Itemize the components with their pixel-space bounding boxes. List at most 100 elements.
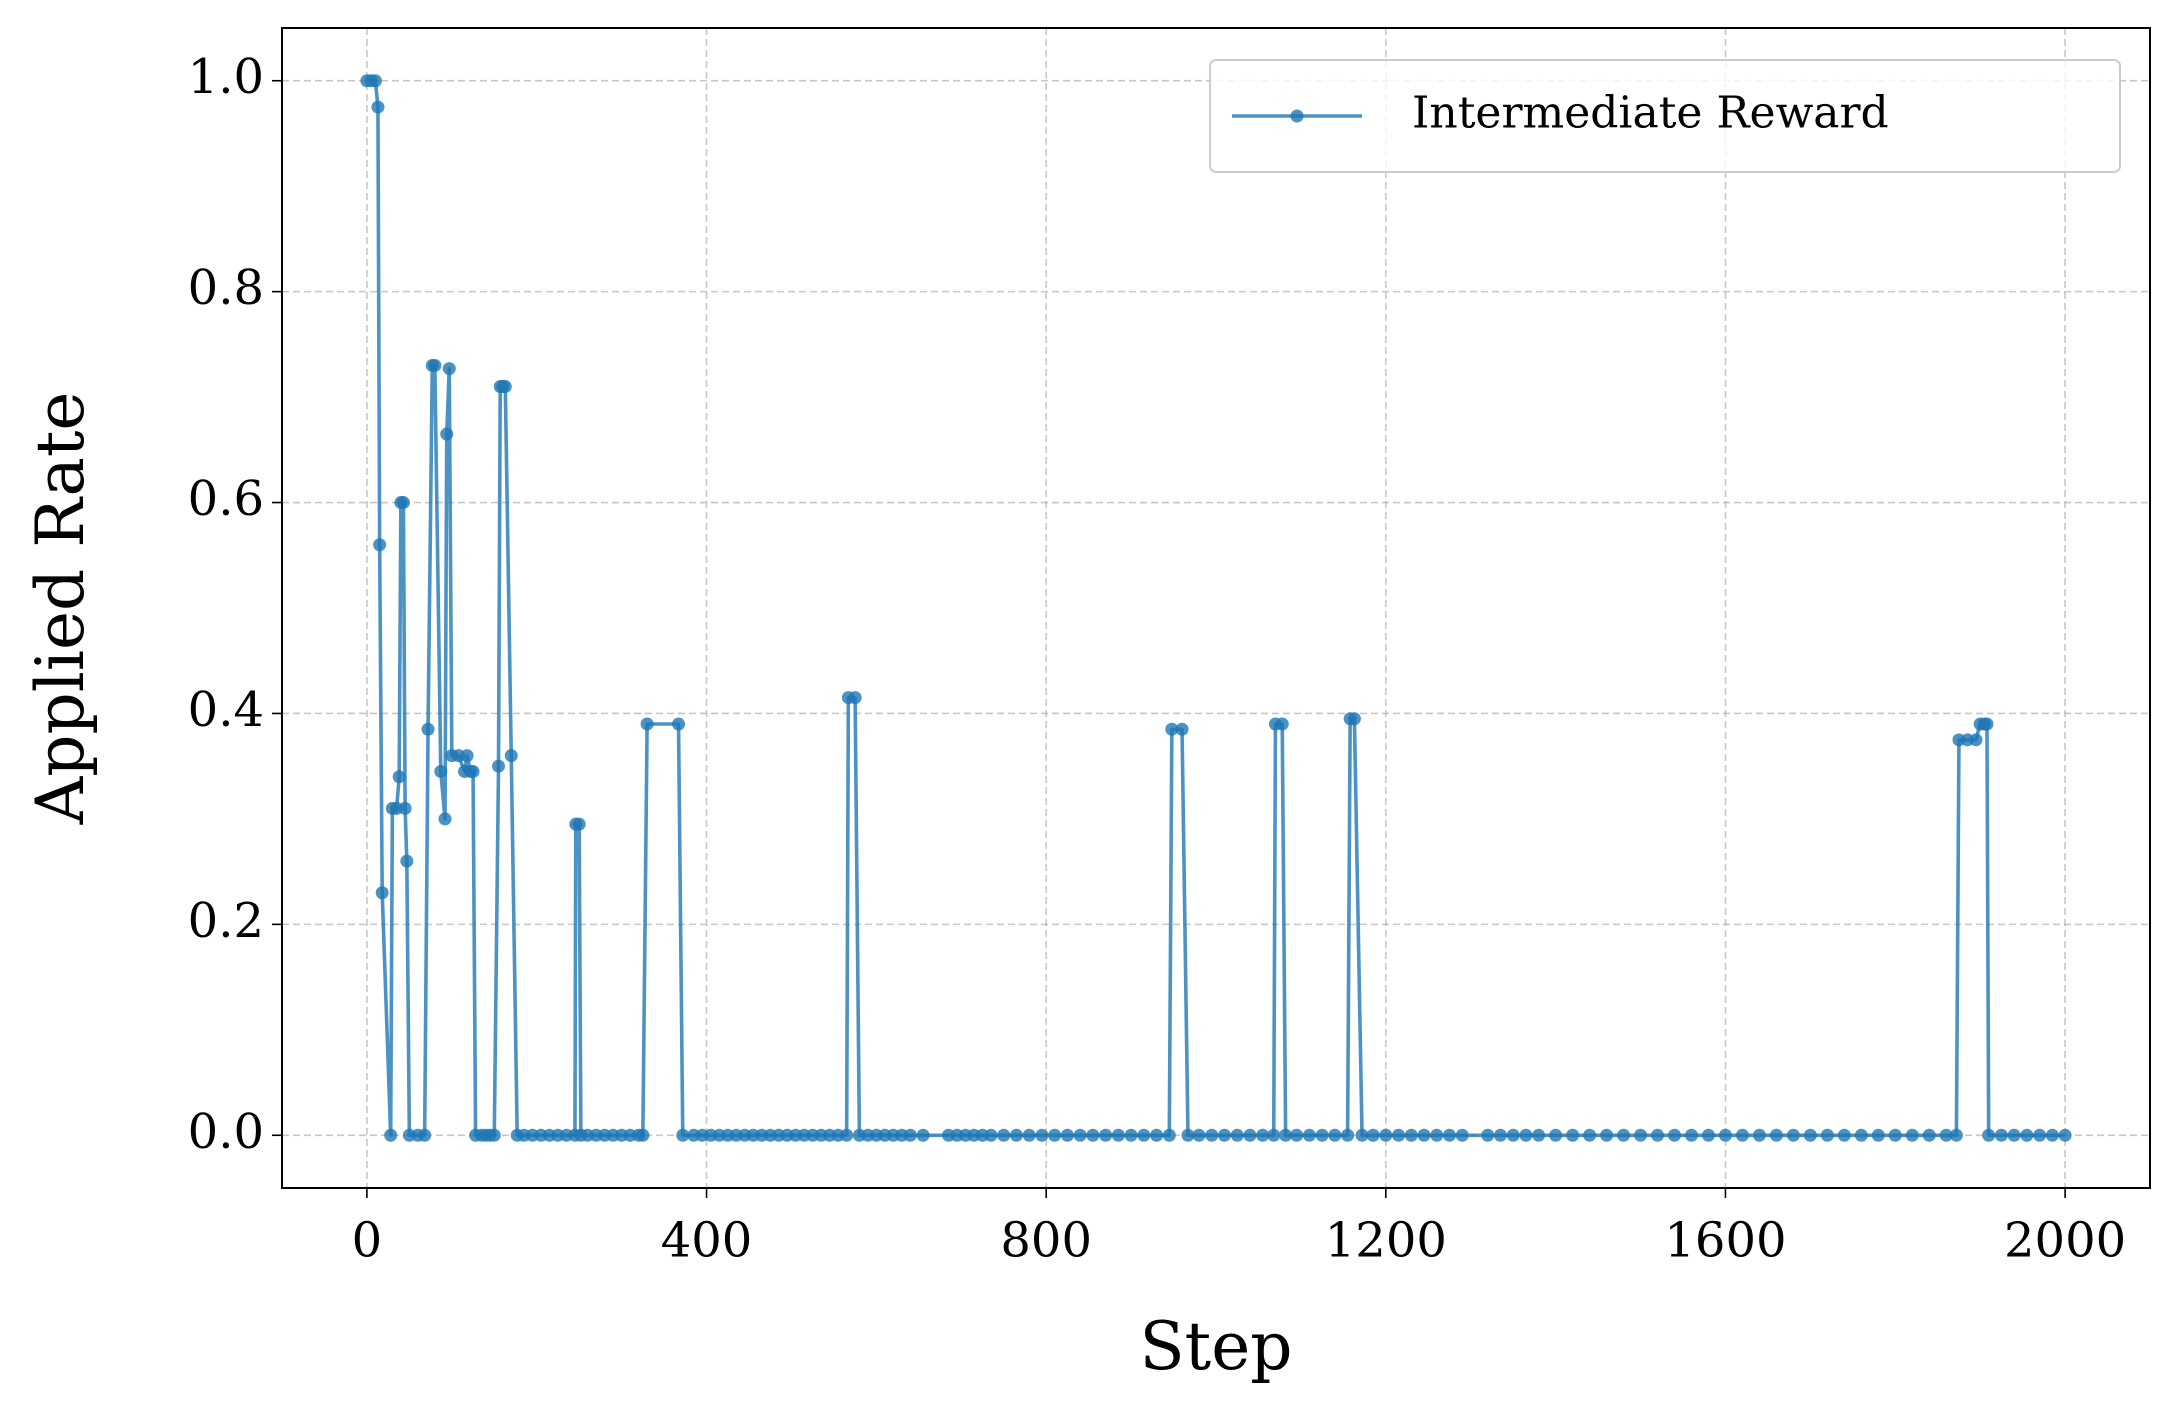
data-point	[1949, 1128, 1963, 1142]
data-point	[1600, 1128, 1614, 1142]
data-point	[1341, 1128, 1355, 1142]
y-tick-label: 0.6	[188, 471, 264, 527]
data-point	[1519, 1128, 1533, 1142]
data-point	[428, 358, 442, 372]
data-point	[1315, 1128, 1329, 1142]
data-point	[1922, 1128, 1936, 1142]
data-point	[1786, 1128, 1800, 1142]
data-point	[1099, 1128, 1113, 1142]
data-point	[997, 1128, 1011, 1142]
data-point	[1566, 1128, 1580, 1142]
data-point	[442, 362, 456, 376]
data-point	[418, 1128, 432, 1142]
data-point	[504, 749, 518, 763]
data-point	[1328, 1128, 1342, 1142]
data-point	[375, 886, 389, 900]
data-point	[1668, 1128, 1682, 1142]
data-point	[1181, 1128, 1195, 1142]
x-tick-label: 2000	[2004, 1213, 2126, 1269]
data-point	[1086, 1128, 1100, 1142]
x-axis-label: Step	[1139, 1308, 1292, 1385]
data-point	[1355, 1128, 1369, 1142]
data-point	[572, 817, 586, 831]
data-point	[2045, 1128, 2059, 1142]
data-point	[1769, 1128, 1783, 1142]
data-point	[903, 1128, 917, 1142]
data-point	[1443, 1128, 1456, 1142]
y-axis-label: Applied Rate	[22, 392, 99, 826]
data-point	[440, 427, 454, 441]
y-tick-label: 0.8	[188, 260, 264, 316]
data-point	[1493, 1128, 1507, 1142]
data-point	[1404, 1128, 1418, 1142]
data-point	[1506, 1128, 1520, 1142]
data-point	[1111, 1128, 1125, 1142]
data-point	[1073, 1128, 1087, 1142]
data-point	[1162, 1128, 1176, 1142]
data-point	[1532, 1128, 1546, 1142]
data-point	[1430, 1128, 1444, 1142]
data-point	[498, 380, 512, 394]
data-point	[438, 812, 452, 826]
data-point	[1735, 1128, 1749, 1142]
data-point	[492, 759, 506, 773]
data-point	[984, 1128, 998, 1142]
data-point	[2007, 1128, 2021, 1142]
data-point	[1583, 1128, 1597, 1142]
data-point	[1243, 1128, 1257, 1142]
data-point	[396, 496, 410, 510]
data-point	[487, 1128, 501, 1142]
data-point	[1302, 1128, 1316, 1142]
data-point	[1366, 1128, 1380, 1142]
data-point	[384, 1128, 398, 1142]
data-point	[1871, 1128, 1885, 1142]
data-point	[1982, 1128, 1996, 1142]
data-point	[916, 1128, 930, 1142]
x-tick-label: 1600	[1664, 1213, 1786, 1269]
y-tick-label: 1.0	[188, 49, 264, 105]
data-point	[1137, 1128, 1151, 1142]
data-point	[672, 717, 686, 731]
plot-frame	[281, 27, 2151, 1189]
data-point	[400, 854, 414, 868]
x-tick-label: 1200	[1325, 1213, 1447, 1269]
legend-marker	[1290, 109, 1304, 123]
data-point	[1230, 1128, 1244, 1142]
data-point	[1175, 722, 1189, 736]
data-point	[1994, 1128, 2008, 1142]
data-point	[1803, 1128, 1817, 1142]
data-point	[1009, 1128, 1023, 1142]
data-point	[1022, 1128, 1036, 1142]
data-point	[1048, 1128, 1062, 1142]
data-point	[840, 1128, 854, 1142]
y-tick-label: 0.2	[188, 893, 264, 949]
legend-box	[1209, 59, 2121, 173]
data-point	[460, 749, 474, 763]
data-point	[1634, 1128, 1648, 1142]
data-point	[1651, 1128, 1665, 1142]
data-point	[1035, 1128, 1049, 1142]
data-point	[1837, 1128, 1851, 1142]
data-point	[1684, 1128, 1698, 1142]
data-point	[1267, 1128, 1281, 1142]
data-point	[1549, 1128, 1563, 1142]
data-point	[2020, 1128, 2034, 1142]
data-point	[1192, 1128, 1206, 1142]
data-point	[398, 801, 412, 815]
data-point	[1481, 1128, 1495, 1142]
data-point	[1417, 1128, 1431, 1142]
data-point	[1617, 1128, 1631, 1142]
data-point	[466, 764, 480, 778]
data-point	[1060, 1128, 1074, 1142]
data-point	[1701, 1128, 1715, 1142]
data-point	[1905, 1128, 1919, 1142]
data-point	[848, 691, 862, 705]
data-point	[434, 764, 448, 778]
data-point	[373, 538, 387, 552]
data-point	[1820, 1128, 1834, 1142]
data-point	[1718, 1128, 1732, 1142]
y-tick-label: 0.4	[188, 682, 264, 738]
data-point	[1279, 1128, 1293, 1142]
data-point	[2033, 1128, 2047, 1142]
